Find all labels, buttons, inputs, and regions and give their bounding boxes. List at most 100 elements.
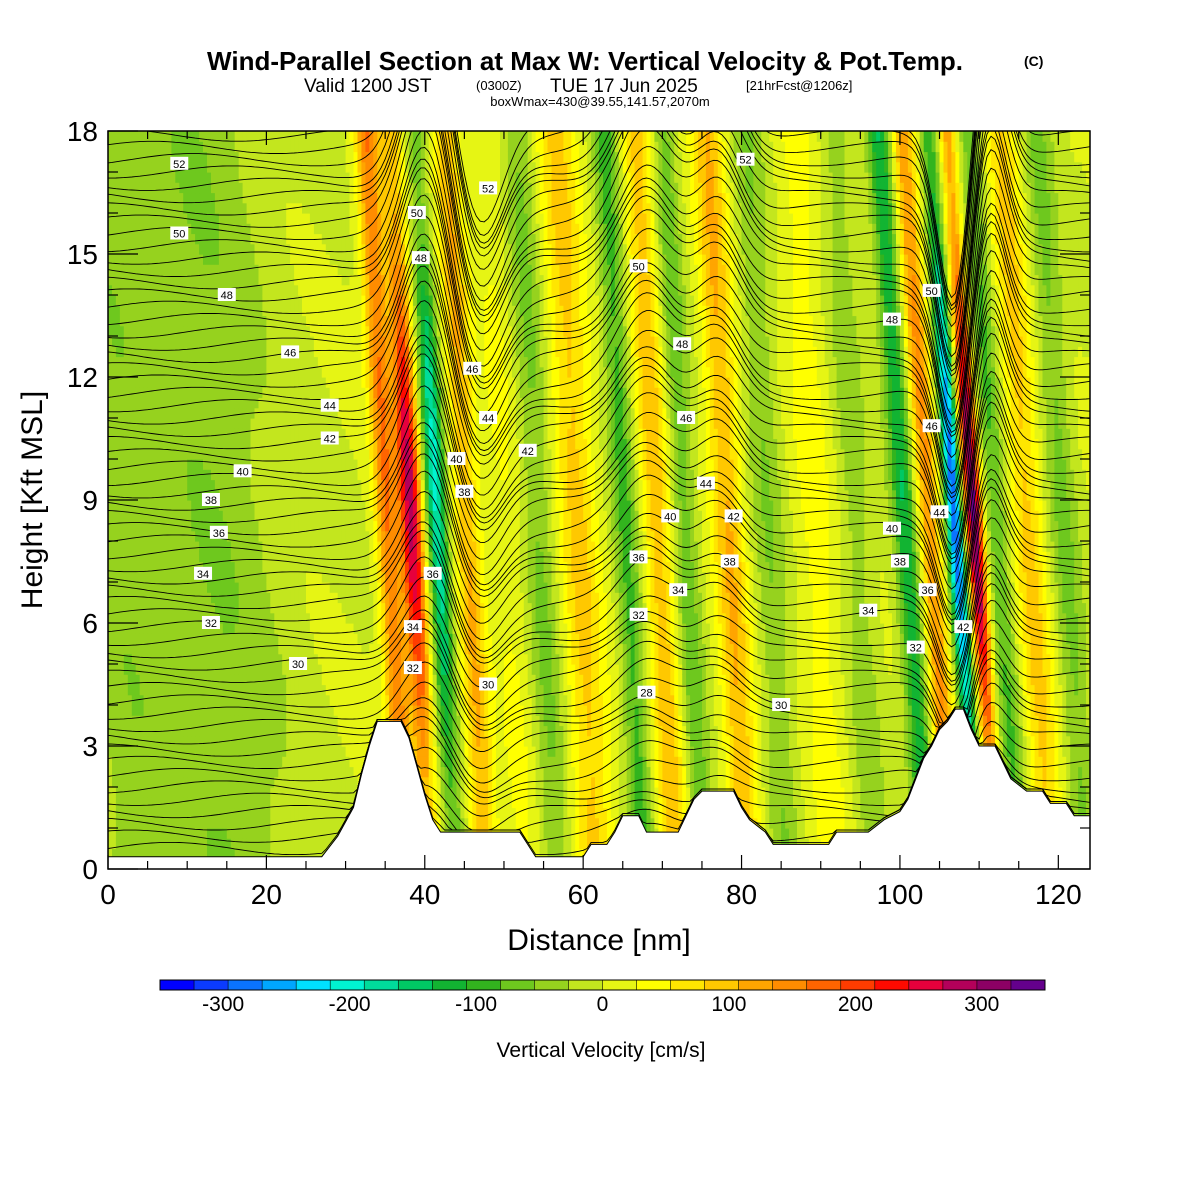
colorbar-swatch xyxy=(875,980,909,990)
contour-label: 44 xyxy=(479,411,497,425)
contour-label: 38 xyxy=(202,493,220,507)
y-tick-label: 12 xyxy=(67,362,98,393)
colorbar-swatch xyxy=(807,980,841,990)
contour-label: 52 xyxy=(479,181,497,195)
contour-label: 48 xyxy=(673,337,691,351)
contour-label: 48 xyxy=(218,288,236,302)
contour-label: 52 xyxy=(737,153,755,167)
contour-label: 44 xyxy=(931,505,949,519)
colorbar-swatch xyxy=(296,980,330,990)
colorbar-swatch xyxy=(364,980,398,990)
contour-label: 32 xyxy=(202,616,220,630)
colorbar-swatch xyxy=(943,980,977,990)
colorbar-swatch xyxy=(330,980,364,990)
contour-label: 36 xyxy=(630,550,648,564)
colorbar-swatch xyxy=(773,980,807,990)
colorbar-swatch xyxy=(160,980,194,990)
colorbar-tick-label: -300 xyxy=(202,993,244,1016)
x-tick-label: 20 xyxy=(251,879,282,910)
contour-label: 44 xyxy=(697,477,715,491)
contour-label: 28 xyxy=(638,686,656,700)
colorbar-swatch xyxy=(466,980,500,990)
x-tick-label: 120 xyxy=(1035,879,1082,910)
forecast-label: [21hrFcst@1206z] xyxy=(746,78,852,93)
contour-label: 42 xyxy=(725,509,743,523)
contour-label: 50 xyxy=(170,227,188,241)
colorbar-swatch xyxy=(500,980,534,990)
contour-label: 32 xyxy=(907,641,925,655)
contour-label: 36 xyxy=(424,567,442,581)
y-tick-label: 3 xyxy=(82,731,98,762)
contour-label: 42 xyxy=(321,432,339,446)
contour-label: 34 xyxy=(404,620,422,634)
contour-label: 34 xyxy=(859,604,877,618)
contour-label: 32 xyxy=(630,608,648,622)
colorbar-swatch xyxy=(841,980,875,990)
contour-label: 30 xyxy=(772,698,790,712)
contour-label: 42 xyxy=(519,444,537,458)
contour-label: 30 xyxy=(289,657,307,671)
colorbar-swatch xyxy=(603,980,637,990)
box-wmax-line: boxWmax=430@39.55,141.57,2070m xyxy=(490,94,710,109)
colorbar-swatch xyxy=(1011,980,1045,990)
contour-label: 48 xyxy=(412,251,430,265)
valid-utc: (0300Z) xyxy=(476,78,522,93)
copyright-mark: (C) xyxy=(1024,53,1043,69)
contour-label: 40 xyxy=(234,464,252,478)
contour-label: 50 xyxy=(408,206,426,220)
y-tick-label: 6 xyxy=(82,608,98,639)
contour-label: 36 xyxy=(919,583,937,597)
contour-label: 50 xyxy=(630,259,648,273)
colorbar-tick-label: -100 xyxy=(455,993,497,1016)
contour-label: 38 xyxy=(721,555,739,569)
contour-label: 40 xyxy=(883,522,901,536)
contour-label: 30 xyxy=(479,678,497,692)
contour-label: 48 xyxy=(883,313,901,327)
colorbar: -300 -200 -100 0 100 200 300 xyxy=(160,980,1045,1016)
colorbar-swatch xyxy=(262,980,296,990)
colorbar-tick-label: -200 xyxy=(329,993,371,1016)
colorbar-swatch xyxy=(398,980,432,990)
contour-label: 46 xyxy=(677,411,695,425)
colorbar-tick-label: 0 xyxy=(597,993,609,1016)
contour-label: 38 xyxy=(455,485,473,499)
contour-label: 34 xyxy=(669,583,687,597)
chart-title: Wind-Parallel Section at Max W: Vertical… xyxy=(207,46,963,76)
colorbar-swatch xyxy=(909,980,943,990)
contour-label: 44 xyxy=(321,399,339,413)
colorbar-swatch xyxy=(977,980,1011,990)
contour-label: 40 xyxy=(661,509,679,523)
colorbar-tick-label: 300 xyxy=(964,993,999,1016)
contour-label: 42 xyxy=(954,620,972,634)
colorbar-swatch xyxy=(637,980,671,990)
valid-prefix: Valid 1200 JST xyxy=(304,76,432,97)
colorbar-swatch xyxy=(739,980,773,990)
colorbar-tick-label: 100 xyxy=(711,993,746,1016)
y-tick-label: 9 xyxy=(82,485,98,516)
contour-label: 34 xyxy=(194,567,212,581)
colorbar-swatch xyxy=(671,980,705,990)
contour-label: 40 xyxy=(447,452,465,466)
y-tick-label: 15 xyxy=(67,239,98,270)
contour-label: 38 xyxy=(891,555,909,569)
contour-label: 46 xyxy=(923,419,941,433)
contour-label: 52 xyxy=(170,157,188,171)
x-tick-label: 60 xyxy=(568,879,599,910)
contour-label: 36 xyxy=(210,526,228,540)
contour-label: 50 xyxy=(923,284,941,298)
colorbar-swatch xyxy=(705,980,739,990)
colorbar-swatch xyxy=(228,980,262,990)
colorbar-swatch xyxy=(432,980,466,990)
y-axis-title: Height [Kft MSL] xyxy=(16,391,49,609)
x-tick-label: 40 xyxy=(409,879,440,910)
colorbar-title: Vertical Velocity [cm/s] xyxy=(497,1039,706,1062)
colorbar-tick-label: 200 xyxy=(838,993,873,1016)
x-axis-title: Distance [nm] xyxy=(507,924,690,957)
x-tick-label: 0 xyxy=(100,879,116,910)
colorbar-swatch xyxy=(194,980,228,990)
contour-label: 46 xyxy=(463,362,481,376)
y-tick-label: 18 xyxy=(67,116,98,147)
y-tick-label: 0 xyxy=(82,854,98,885)
contour-label: 46 xyxy=(281,345,299,359)
